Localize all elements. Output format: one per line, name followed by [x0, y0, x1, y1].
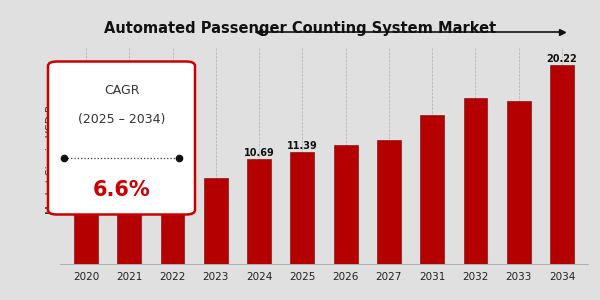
Text: 6.6%: 6.6%	[92, 179, 151, 200]
Bar	[290, 152, 314, 264]
Bar	[334, 145, 358, 264]
Bar	[377, 140, 401, 264]
Bar	[204, 178, 228, 264]
Text: 10.69: 10.69	[244, 148, 274, 158]
Bar	[420, 115, 444, 264]
Bar	[464, 98, 487, 264]
Text: 20.22: 20.22	[547, 54, 577, 64]
Text: Automated Passenger Counting System Market: Automated Passenger Counting System Mark…	[104, 21, 496, 36]
Text: 11.39: 11.39	[287, 141, 318, 151]
Text: CAGR: CAGR	[104, 84, 139, 97]
Bar	[161, 192, 184, 264]
Bar	[247, 159, 271, 264]
Bar	[507, 101, 530, 264]
Y-axis label: Market Size in USD Bn: Market Size in USD Bn	[46, 98, 56, 214]
Bar	[550, 65, 574, 264]
Bar	[74, 210, 98, 264]
Bar	[118, 203, 141, 264]
Text: (2025 – 2034): (2025 – 2034)	[78, 112, 165, 125]
